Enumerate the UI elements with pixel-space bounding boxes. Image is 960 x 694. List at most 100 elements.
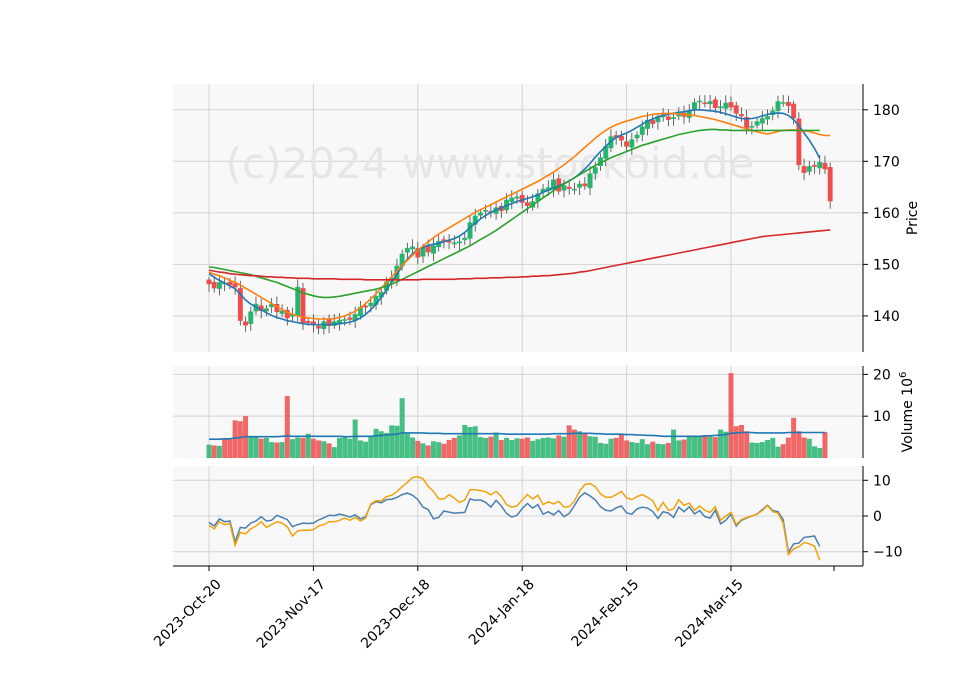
volume-bar [775,446,781,458]
candle-body [754,121,760,126]
candle-body [404,248,410,253]
volume-bar [676,440,682,458]
volume-bar [295,437,301,458]
volume-bar [216,445,222,458]
volume-bar [415,440,421,458]
candle-body [457,241,463,244]
candle-body [206,279,212,285]
volume-bar [545,437,551,458]
volume-bar [634,442,640,458]
candle-body [368,302,374,307]
y-tick-label: 10 [873,473,891,489]
candle-body [216,282,222,289]
candle-body [227,281,233,286]
volume-bar [483,437,489,458]
volume-bar [498,440,504,458]
candle-body [639,126,645,135]
y-tick-label: 20 [873,367,891,383]
volume-bar [686,436,692,458]
volume-bar [232,420,238,458]
candle-body [263,308,269,312]
volume-bar [248,436,254,458]
candle-body [326,319,332,326]
volume-bar [749,442,755,458]
candle-body [248,311,254,324]
volume-bar [524,437,530,458]
volume-bar [644,444,650,458]
volume-bar [582,433,588,458]
volume-bar [639,439,645,458]
candle-body [671,117,677,119]
volume-bar [817,447,823,458]
volume-bar [222,438,228,458]
candle-body [775,101,781,111]
ma-long-line [208,229,831,281]
candle-body [634,134,640,139]
volume-bar [269,442,275,458]
volume-bar [765,440,771,458]
candle-body [812,165,817,167]
candle-body [232,283,238,288]
volume-bar [504,437,510,458]
volume-bar [785,437,791,458]
volume-bar [744,431,750,458]
volume-bar [425,445,431,458]
volume-bar [410,437,416,458]
candle-body [561,185,567,191]
volume-bar [812,446,818,458]
volume-bar [436,442,442,458]
volume-bar [394,425,400,458]
candle-body [796,118,802,166]
x-tick-label: 2024-Mar-15 [672,576,746,650]
candle-body [624,141,630,147]
volume-bar [754,442,760,458]
volume-bar [509,440,515,458]
candle-body [723,102,729,109]
candle-body [472,215,478,225]
y-tick-label: 150 [873,257,900,273]
volume-bar [263,437,269,458]
volume-bar [718,429,724,458]
volume-bar [587,436,593,458]
volume-axis-label: Volume 106 [898,372,916,453]
volume-bars [206,373,828,458]
candle-body [551,179,556,190]
volume-bar [389,425,395,458]
volume-bar [738,424,744,458]
candle-body [316,326,322,329]
volume-bar [770,437,776,458]
volume-bar [206,444,212,458]
candle-body [347,317,353,320]
candle-body [785,101,791,106]
candle-body [566,186,572,189]
volume-bar [681,439,687,458]
x-tick-label: 2023-Oct-20 [151,576,225,650]
candle-body [514,196,520,199]
ma-mid-line [208,112,831,320]
volume-bar [728,373,734,458]
price-axis-label: Price [905,201,921,235]
volume-bar [801,437,807,458]
volume-bar [368,436,374,458]
volume-bar [347,438,353,458]
volume-bar [650,441,656,458]
y-tick-label: 180 [873,103,900,119]
candle-body [571,188,577,191]
y-tick-label: 10 [873,409,891,425]
candle-body [718,106,724,109]
volume-bar [691,436,697,458]
volume-bar [519,438,525,458]
volume-bar [446,440,452,458]
candle-body [806,166,812,172]
volume-bar [556,435,562,458]
volume-bar [655,443,661,458]
volume-bar [702,436,708,458]
volume-bar [457,435,463,458]
volume-bar [514,438,520,458]
volume-bar [592,436,598,458]
x-tick-label: 2023-Nov-17 [254,576,329,651]
candle-body [577,183,583,188]
y-tick-label: 140 [873,309,900,325]
volume-ma-line [209,431,825,441]
